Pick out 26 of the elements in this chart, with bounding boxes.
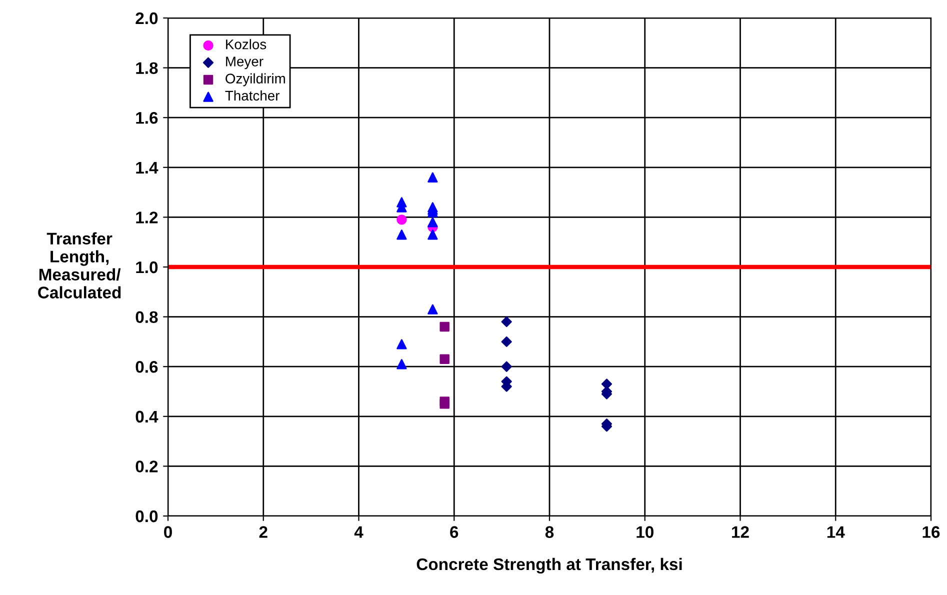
x-axis-title: Concrete Strength at Transfer, ksi	[416, 558, 682, 574]
legend-label: Meyer	[226, 56, 264, 70]
y-tick-label: 1.6	[136, 112, 158, 124]
x-tick-label: 2	[259, 526, 268, 538]
y-tick-label: 0.2	[136, 460, 158, 472]
x-tick-label: 8	[545, 526, 554, 538]
x-tick-label: 16	[922, 526, 940, 538]
y-tick-label: 1.2	[136, 212, 158, 224]
x-tick-label: 14	[827, 526, 845, 538]
y-tick-label: 1.4	[136, 162, 158, 174]
x-tick-label: 4	[354, 526, 364, 538]
y-tick-label: 0.4	[136, 410, 158, 423]
legend-label: Thatcher	[225, 90, 280, 101]
y-tick-label: 1.0	[136, 261, 158, 274]
legend-label: Ozyildirim	[226, 73, 285, 86]
y-tick-label: 0.0	[136, 510, 158, 522]
y-axis-title: Transfer Length, Measured/ Calculated	[38, 232, 121, 298]
x-tick-label: 6	[450, 526, 458, 538]
y-tick-label: 0.8	[136, 311, 158, 324]
y-tick-label: 0.6	[136, 361, 158, 373]
x-tick-label: 0	[164, 526, 172, 538]
y-tick-label: 2.0	[136, 12, 158, 24]
legend-label: Kozlos	[226, 39, 266, 50]
x-tick-label: 12	[732, 526, 749, 538]
y-tick-label: 1.8	[136, 62, 158, 74]
x-tick-label: 10	[636, 526, 654, 538]
